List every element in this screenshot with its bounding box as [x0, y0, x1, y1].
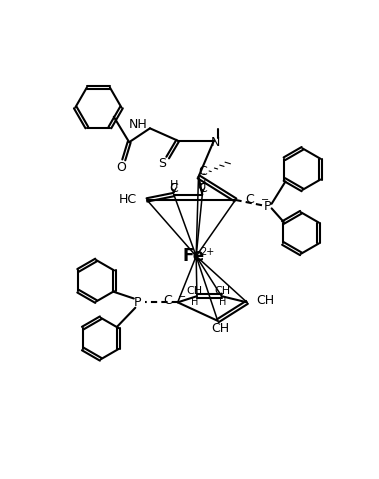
Text: O: O — [116, 161, 127, 174]
Text: C: C — [163, 294, 172, 308]
Text: C: C — [246, 193, 254, 205]
Text: CH: CH — [214, 286, 230, 296]
Text: H: H — [191, 297, 198, 308]
Text: H: H — [219, 297, 226, 308]
Text: −: − — [178, 292, 186, 302]
Text: C: C — [169, 182, 178, 195]
Text: CH: CH — [212, 322, 230, 335]
Text: P: P — [134, 296, 141, 309]
Text: N: N — [211, 136, 220, 148]
Text: H: H — [198, 180, 207, 190]
Text: P: P — [264, 200, 271, 213]
Text: S: S — [158, 157, 166, 170]
Text: NH: NH — [129, 118, 148, 131]
Text: H: H — [170, 180, 178, 190]
Text: Fe: Fe — [182, 247, 204, 265]
Text: HC: HC — [119, 194, 137, 206]
Text: C: C — [198, 182, 207, 195]
Text: CH: CH — [256, 294, 274, 308]
Text: C: C — [198, 165, 207, 178]
Text: 2+: 2+ — [200, 247, 214, 257]
Text: −: − — [261, 195, 269, 205]
Text: CH: CH — [186, 286, 203, 296]
